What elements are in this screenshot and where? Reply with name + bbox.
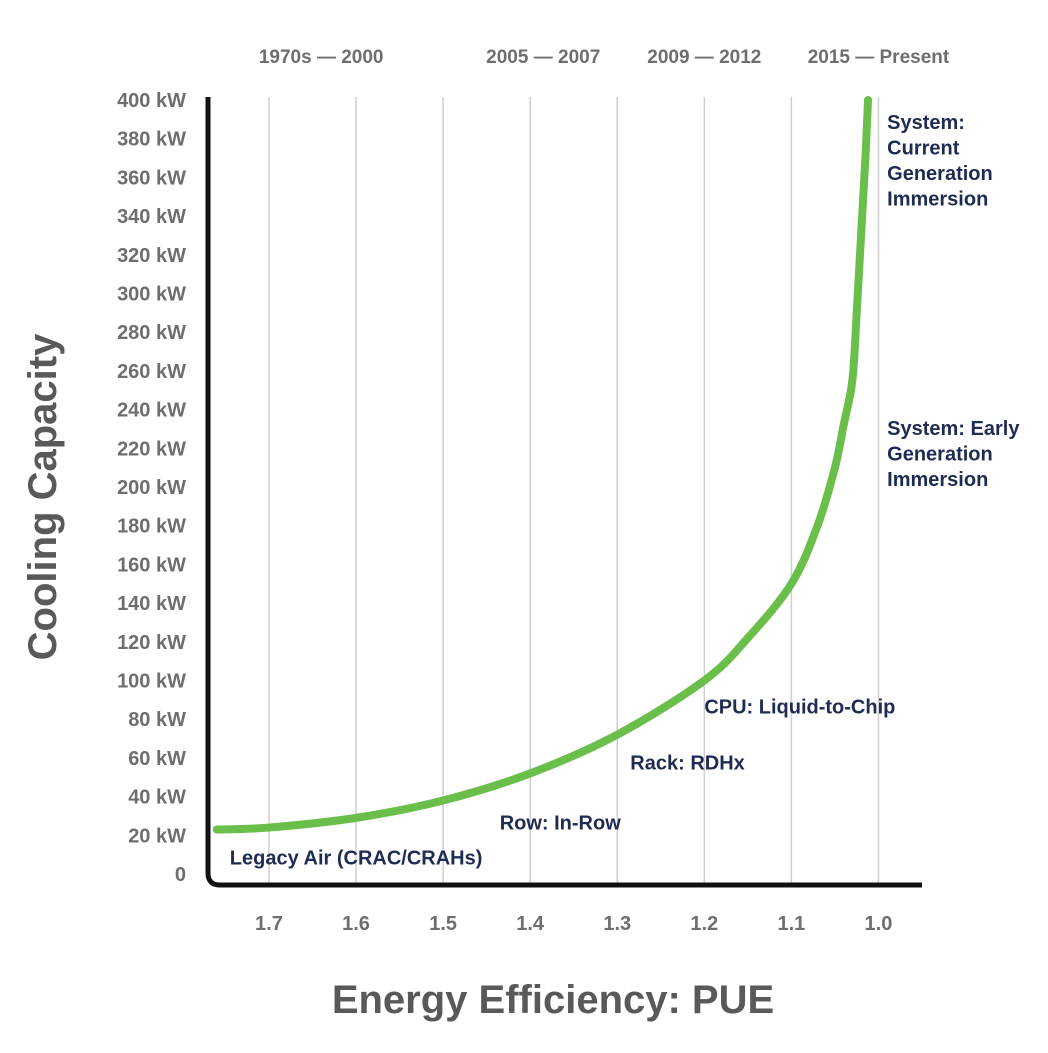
y-tick-label: 60 kW — [128, 748, 186, 770]
y-tick-label: 340 kW — [117, 206, 186, 228]
annotation-line: System: — [887, 112, 965, 134]
y-tick-label: 20 kW — [128, 825, 186, 847]
x-axis-title: Energy Efficiency: PUE — [332, 978, 774, 1022]
y-tick-label: 100 kW — [117, 671, 186, 693]
y-tick-label: 0 — [175, 864, 186, 886]
annotation-label: System: Current Generation Immersion — [887, 112, 993, 211]
annotation-line: System: Early — [887, 418, 1020, 440]
annotation-line: Legacy Air (CRAC/CRAHs) — [230, 847, 483, 869]
x-tick-label: 1.4 — [516, 913, 545, 935]
x-tick-label: 1.2 — [690, 913, 718, 935]
y-tick-label: 260 kW — [117, 361, 186, 383]
x-tick-label: 1.5 — [429, 913, 457, 935]
annotation-line: Generation — [887, 443, 993, 465]
y-tick-label: 380 kW — [117, 129, 186, 151]
era-label: 2009 — 2012 — [647, 47, 761, 68]
annotations: Legacy Air (CRAC/CRAHs) Row: In-Row Rack: … — [230, 112, 1021, 869]
x-tick-label: 1.3 — [603, 913, 631, 935]
annotation-label: CPU: Liquid-to-Chip — [704, 696, 895, 718]
annotation-label: Legacy Air (CRAC/CRAHs) — [230, 847, 483, 869]
annotation-line: CPU: Liquid-to-Chip — [704, 696, 895, 718]
annotation-line: Row: In-Row — [500, 812, 622, 834]
series-lines — [212, 96, 873, 834]
annotation-line: Current — [887, 138, 960, 160]
x-tick-label: 1.0 — [865, 913, 893, 935]
x-tick-label: 1.6 — [342, 913, 370, 935]
y-tick-label: 140 kW — [117, 593, 186, 615]
y-tick-label: 240 kW — [117, 400, 186, 422]
y-tick-label: 160 kW — [117, 554, 186, 576]
x-axis-tick-labels: 1.7 1.6 1.5 1.4 1.3 1.2 1.1 1.0 — [255, 913, 892, 935]
y-tick-label: 320 kW — [117, 245, 186, 267]
series-line — [212, 96, 873, 834]
y-tick-label: 180 kW — [117, 516, 186, 538]
y-tick-label: 120 kW — [117, 632, 186, 654]
y-tick-label: 360 kW — [117, 167, 186, 189]
y-tick-label: 80 kW — [128, 709, 186, 731]
era-labels: 1970s — 2000 2005 — 2007 2009 — 2012 2015 —… — [259, 47, 950, 68]
y-tick-label: 280 kW — [117, 322, 186, 344]
y-tick-label: 200 kW — [117, 477, 186, 499]
annotation-line: Generation — [887, 163, 993, 185]
y-tick-label: 220 kW — [117, 438, 186, 460]
era-label: 2005 — 2007 — [486, 47, 600, 68]
annotation-label: System: Early Generation Immersion — [887, 418, 1020, 491]
y-tick-label: 300 kW — [117, 284, 186, 306]
annotation-line: Rack: RDHx — [630, 753, 744, 775]
x-tick-label: 1.7 — [255, 913, 283, 935]
annotation-label: Row: In-Row — [500, 812, 622, 834]
annotation-label: Rack: RDHx — [630, 753, 744, 775]
y-axis-title: Cooling Capacity — [21, 333, 65, 660]
era-label: 1970s — 2000 — [259, 47, 384, 68]
vertical-gridlines — [268, 97, 880, 885]
y-tick-label: 40 kW — [128, 787, 186, 809]
annotation-line: Immersion — [887, 469, 988, 491]
annotation-line: Immersion — [887, 189, 988, 211]
axis-line — [205, 97, 922, 888]
y-axis-tick-labels: 0 20 kW 40 kW 60 kW 80 kW 100 kW 120 kW 140 kW 1… — [117, 90, 186, 886]
y-tick-label: 400 kW — [117, 90, 186, 112]
x-tick-label: 1.1 — [777, 913, 805, 935]
axes — [205, 97, 922, 888]
era-label: 2015 — Present — [808, 47, 950, 68]
